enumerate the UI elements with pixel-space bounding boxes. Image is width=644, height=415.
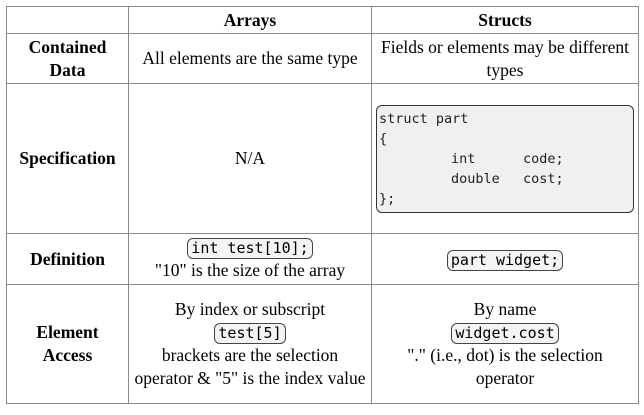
- rowhead-element-access: Element Access: [6, 284, 129, 404]
- array-access-code: test[5]: [214, 323, 286, 344]
- rowhead-specification: Specification: [6, 83, 129, 234]
- code-line-struct: struct part: [379, 110, 469, 127]
- arrays-definition: int test[10]; "10" is the size of the ar…: [128, 233, 372, 285]
- code-close-brace: };: [379, 190, 396, 207]
- structs-definition: part widget;: [371, 233, 639, 285]
- code-field-name: code;: [523, 150, 564, 167]
- code-field-type: int: [451, 150, 476, 167]
- row-specification: Specification N/A struct part { int code; do…: [6, 83, 639, 234]
- row-definition: Definition int test[10]; "10" is the siz…: [6, 233, 639, 285]
- array-definition-note: "10" is the size of the array: [154, 260, 346, 280]
- arrays-specification: N/A: [128, 83, 372, 234]
- struct-definition-code: part widget;: [446, 249, 564, 271]
- structs-specification: struct part { int code; double cost;};: [371, 83, 639, 234]
- code-field-type: double: [451, 170, 500, 187]
- row-element-access: Element Access By index or subscript tes…: [6, 284, 639, 404]
- structs-contained-data: Fields or elements may be different type…: [371, 33, 639, 84]
- struct-access-note: "." (i.e., dot) is the selection operato…: [407, 345, 603, 388]
- struct-access-intro: By name: [473, 299, 537, 319]
- rowhead-contained-data: Contained Data: [6, 33, 129, 84]
- code-open-brace: {: [379, 130, 388, 147]
- array-access-intro: By index or subscript: [174, 299, 326, 319]
- structs-element-access: By name widget.cost "." (i.e., dot) is t…: [371, 284, 639, 404]
- code-field-row: double cost;: [379, 169, 627, 189]
- code-field-row: int code;: [379, 149, 627, 169]
- arrays-contained-data: All elements are the same type: [128, 33, 372, 84]
- struct-access-code: widget.cost: [451, 323, 559, 344]
- header-structs: Structs: [371, 6, 639, 34]
- row-contained-data: Contained Data All elements are the same…: [6, 33, 639, 84]
- arrays-element-access: By index or subscript test[5] brackets a…: [128, 284, 372, 404]
- header-arrays: Arrays: [128, 6, 372, 34]
- header-blank: [6, 6, 129, 34]
- code-field-name: cost;: [523, 170, 564, 187]
- rowhead-definition: Definition: [6, 233, 129, 285]
- array-access-note: brackets are the selection operator & "5…: [134, 345, 366, 388]
- struct-code-block: struct part { int code; double cost;};: [376, 104, 634, 213]
- comparison-table: Arrays Structs Contained Data All elemen…: [6, 6, 639, 404]
- array-definition-code: int test[10];: [187, 238, 313, 259]
